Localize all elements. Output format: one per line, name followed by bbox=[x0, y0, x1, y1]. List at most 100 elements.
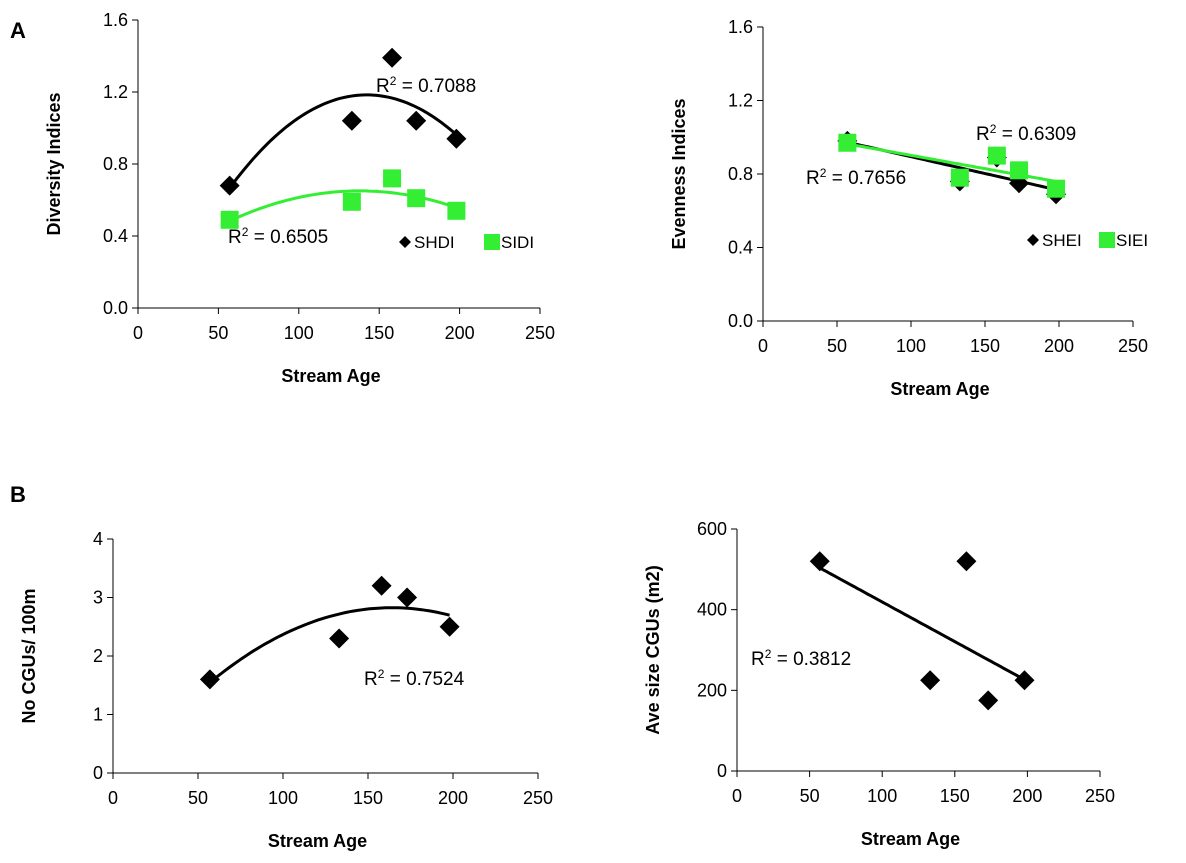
x-tick-label: 150 bbox=[364, 323, 394, 343]
y-tick-label: 200 bbox=[697, 680, 727, 700]
x-tick-label: 150 bbox=[940, 786, 970, 806]
point-series-1 bbox=[956, 551, 977, 572]
chart-4: 0 50 100 150 200 250 0 200 400 600 Stream Age Ave s… bbox=[643, 519, 1115, 849]
y-tick-label: 0 bbox=[717, 761, 727, 781]
y-tick-label: 400 bbox=[697, 600, 727, 620]
legend-label-shei: SHEI bbox=[1042, 231, 1082, 250]
y-tick-label: 600 bbox=[697, 519, 727, 539]
point-series-1 bbox=[329, 628, 350, 649]
point-series-1 bbox=[978, 690, 999, 711]
point-sidi bbox=[220, 210, 239, 229]
legend-marker-shdi bbox=[399, 236, 411, 248]
point-siei bbox=[987, 146, 1006, 165]
x-tick-label: 150 bbox=[970, 336, 1000, 356]
r2-label-shdi: R2 = 0.7088 bbox=[376, 74, 476, 97]
y-tick-label: 4 bbox=[93, 529, 103, 549]
y-tick-label: 0.4 bbox=[728, 238, 753, 258]
y-axis-title: Evenness Indices bbox=[669, 98, 689, 249]
legend-label-shdi: SHDI bbox=[414, 233, 455, 252]
x-tick-label: 200 bbox=[438, 788, 468, 808]
y-tick-label: 1.2 bbox=[728, 91, 753, 111]
point-series-1 bbox=[920, 670, 941, 691]
x-tick-label: 250 bbox=[523, 788, 553, 808]
y-tick-label: 1.6 bbox=[728, 17, 753, 37]
r2-label-siei: R2 = 0.6309 bbox=[976, 122, 1076, 145]
point-series-1 bbox=[397, 587, 418, 608]
x-tick-label: 50 bbox=[188, 788, 208, 808]
legend-marker-sidi bbox=[484, 234, 500, 250]
y-axis-title: No CGUs/ 100m bbox=[19, 588, 39, 723]
x-tick-label: 0 bbox=[732, 786, 742, 806]
x-tick-label: 250 bbox=[1085, 786, 1115, 806]
trendline-shdi bbox=[228, 93, 458, 189]
point-siei bbox=[1047, 179, 1066, 198]
x-tick-label: 100 bbox=[268, 788, 298, 808]
x-tick-label: 100 bbox=[896, 336, 926, 356]
chart-3: 0 50 100 150 200 250 0 1 2 3 4 Stream Age No CGUs/ 1… bbox=[19, 529, 553, 851]
panel-label-a: A bbox=[10, 18, 26, 43]
legend-label-sidi: SIDI bbox=[501, 233, 534, 252]
x-axis-title: Stream Age bbox=[890, 379, 989, 399]
y-axis-title: Diversity Indices bbox=[44, 92, 64, 235]
y-tick-label: 0.8 bbox=[728, 164, 753, 184]
chart-2: 0 50 100 150 200 250 0.0 0.4 0.8 1.2 1.6 Stream Age… bbox=[669, 17, 1148, 399]
point-shdi bbox=[406, 110, 427, 131]
r2-label-series-1: R2 = 0.3812 bbox=[751, 647, 851, 670]
y-tick-label: 0.0 bbox=[103, 298, 128, 318]
x-tick-label: 0 bbox=[108, 788, 118, 808]
x-tick-label: 200 bbox=[1044, 336, 1074, 356]
y-axis-title: Ave size CGUs (m2) bbox=[643, 565, 663, 734]
r2-label-shei: R2 = 0.7656 bbox=[806, 166, 906, 189]
point-shdi bbox=[382, 47, 403, 68]
trendline-series-1 bbox=[819, 566, 1026, 681]
legend-marker-siei bbox=[1099, 232, 1115, 248]
point-series-1 bbox=[1014, 670, 1035, 691]
x-axis-title: Stream Age bbox=[281, 366, 380, 386]
x-tick-label: 200 bbox=[445, 323, 475, 343]
point-sidi bbox=[447, 201, 466, 220]
x-tick-label: 250 bbox=[525, 323, 555, 343]
x-tick-label: 50 bbox=[827, 336, 847, 356]
point-shdi bbox=[341, 110, 362, 131]
point-shdi bbox=[219, 175, 240, 196]
chart-1: 0 50 100 150 200 250 0.0 0.4 0.8 1.2 1.6 Stream Age… bbox=[44, 10, 555, 386]
y-tick-label: 1.2 bbox=[103, 82, 128, 102]
point-siei bbox=[950, 168, 969, 187]
r2-label-sidi: R2 = 0.6505 bbox=[228, 225, 328, 248]
point-series-1 bbox=[809, 551, 830, 572]
x-axis-title: Stream Age bbox=[861, 829, 960, 849]
y-tick-label: 0.4 bbox=[103, 226, 128, 246]
panel-label-b: B bbox=[10, 482, 26, 507]
point-series-1 bbox=[439, 616, 460, 637]
y-tick-label: 1 bbox=[93, 705, 103, 725]
x-tick-label: 50 bbox=[800, 786, 820, 806]
point-shdi bbox=[446, 128, 467, 149]
y-tick-label: 1.6 bbox=[103, 10, 128, 30]
trendline-series-1 bbox=[208, 606, 450, 684]
point-sidi bbox=[383, 169, 402, 188]
point-sidi bbox=[342, 192, 361, 211]
x-axis-title: Stream Age bbox=[268, 831, 367, 851]
y-tick-label: 3 bbox=[93, 588, 103, 608]
r2-label-series-1: R2 = 0.7524 bbox=[364, 667, 465, 690]
x-tick-label: 0 bbox=[133, 323, 143, 343]
point-sidi bbox=[407, 189, 426, 208]
point-siei bbox=[1010, 161, 1029, 180]
y-tick-label: 2 bbox=[93, 646, 103, 666]
x-tick-label: 200 bbox=[1012, 786, 1042, 806]
x-tick-label: 250 bbox=[1118, 336, 1148, 356]
y-tick-label: 0 bbox=[93, 763, 103, 783]
y-tick-label: 0.8 bbox=[103, 154, 128, 174]
x-tick-label: 0 bbox=[758, 336, 768, 356]
x-tick-label: 100 bbox=[284, 323, 314, 343]
point-series-1 bbox=[371, 575, 392, 596]
y-tick-label: 0.0 bbox=[728, 311, 753, 331]
x-tick-label: 150 bbox=[353, 788, 383, 808]
point-series-1 bbox=[199, 669, 220, 690]
x-tick-label: 50 bbox=[208, 323, 228, 343]
legend-marker-shei bbox=[1027, 234, 1039, 246]
point-siei bbox=[838, 133, 857, 152]
legend-label-siei: SIEI bbox=[1116, 231, 1148, 250]
